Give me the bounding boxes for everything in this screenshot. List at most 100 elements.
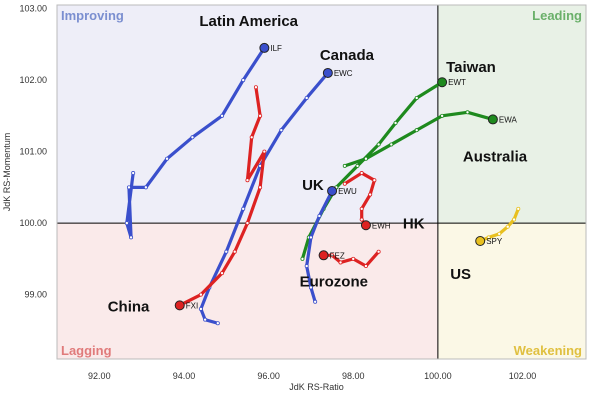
- series-tail-point: [363, 156, 368, 161]
- series-tail-point: [279, 128, 284, 133]
- quadrant-label-weakening: Weakening: [514, 343, 582, 358]
- quadrant-weakening: [437, 223, 586, 359]
- series-name-label: Canada: [320, 47, 375, 64]
- series-name-label: Latin America: [199, 13, 298, 30]
- series-head-point: [259, 42, 270, 53]
- series-tail-point: [497, 231, 502, 236]
- axes-layer: [56, 4, 587, 360]
- series-tail-point: [300, 256, 305, 261]
- x-tick-label: 102.00: [509, 371, 537, 381]
- series-head-point: [327, 185, 338, 196]
- symbol-label: EWT: [448, 78, 466, 87]
- series-tail-point: [224, 249, 229, 254]
- series-tail-point: [363, 264, 368, 269]
- series-tail-point: [131, 171, 136, 176]
- series-ewu: EWU: [304, 185, 357, 304]
- series-head-point: [322, 67, 333, 78]
- series-tail-point: [308, 235, 313, 240]
- series-tail-point: [203, 317, 208, 322]
- series-tail-point: [190, 135, 195, 140]
- quadrant-layer: [57, 5, 586, 359]
- symbol-label: EWH: [372, 221, 391, 230]
- quadrant-lagging: [57, 223, 438, 359]
- series-tail-point: [241, 206, 246, 211]
- series-tail-point: [359, 206, 364, 211]
- series-tail-point: [414, 95, 419, 100]
- series-tail-point: [220, 113, 225, 118]
- series-name-label: Taiwan: [446, 59, 496, 76]
- y-tick-label: 100.00: [19, 218, 47, 228]
- x-axis-title: JdK RS-Ratio: [289, 382, 344, 392]
- series-tail-point: [198, 292, 203, 297]
- plot-border: [56, 4, 587, 360]
- series-tail-point: [376, 142, 381, 147]
- series-tail-point: [368, 192, 373, 197]
- series-line: [199, 71, 330, 325]
- series-name-label: Australia: [463, 148, 528, 165]
- series-head-point: [360, 220, 371, 231]
- series-tail-point: [245, 178, 250, 183]
- series-head-point: [174, 300, 185, 311]
- series-tail-point: [253, 85, 258, 90]
- symbol-label: FEZ: [330, 251, 345, 260]
- series-name-label: China: [108, 298, 150, 315]
- series-fxi: FXI: [174, 85, 267, 311]
- series-tail-point: [317, 213, 322, 218]
- series-tail-point: [342, 181, 347, 186]
- y-tick-label: 103.00: [19, 4, 47, 14]
- series-tail-point: [389, 142, 394, 147]
- quadrant-label-leading: Leading: [532, 8, 582, 23]
- series-layer: ILF EWC FXI EWT EWA EWU EWH FEZ SPY: [124, 42, 521, 326]
- y-tick-label: 102.00: [19, 75, 47, 85]
- series-head-point: [475, 236, 486, 246]
- x-tick-label: 98.00: [342, 371, 365, 381]
- series-tail-point: [241, 78, 246, 83]
- series-tail-point: [486, 235, 491, 240]
- quadrant-improving: [57, 5, 438, 224]
- series-tail-point: [338, 260, 343, 265]
- series-tail-point: [304, 264, 309, 269]
- symbol-label: EWC: [334, 69, 353, 78]
- series-tail-point: [220, 271, 225, 276]
- series-tail-point: [505, 224, 510, 229]
- series-tail-point: [129, 235, 134, 240]
- series-spy: SPY: [475, 206, 521, 246]
- x-tick-label: 96.00: [257, 371, 280, 381]
- series-ilf: ILF: [124, 42, 282, 240]
- series-tail-point: [440, 113, 445, 118]
- series-name-label: UK: [302, 177, 324, 194]
- quadrant-label-lagging: Lagging: [61, 343, 112, 358]
- quadrant-label-improving: Improving: [61, 8, 124, 23]
- series-tail-point: [393, 121, 398, 126]
- y-axis-title: JdK RS-Momentum: [2, 133, 12, 212]
- series-tail-point: [355, 163, 360, 168]
- series-tail-point: [258, 185, 263, 190]
- series-tail-point: [165, 156, 170, 161]
- series-tail-point: [372, 178, 377, 183]
- y-tick-label: 101.00: [19, 147, 47, 157]
- series-line: [125, 46, 266, 240]
- x-tick-label: 92.00: [88, 371, 111, 381]
- series-tail-point: [232, 249, 237, 254]
- symbol-label: SPY: [486, 237, 503, 246]
- series-tail-point: [351, 256, 356, 261]
- symbol-label: FXI: [186, 301, 198, 310]
- series-tail-point: [143, 185, 148, 190]
- series-tail-point: [465, 110, 470, 115]
- series-name-label: US: [450, 266, 471, 283]
- y-tick-label: 99.00: [24, 290, 47, 300]
- series-tail-point: [308, 285, 313, 290]
- series-tail-point: [414, 128, 419, 133]
- series-tail-point: [215, 321, 220, 326]
- x-axis-ticks: 92.00 94.00 96.00 98.00 100.00 102.00: [88, 371, 536, 381]
- series-tail-point: [359, 217, 364, 222]
- series-head-point: [437, 77, 448, 88]
- y-axis-ticks: 99.00 100.00 101.00 102.00 103.00: [19, 4, 47, 300]
- series-tail-point: [262, 149, 267, 154]
- series-name-label: Eurozone: [300, 273, 368, 290]
- symbol-label: ILF: [270, 44, 282, 53]
- symbol-label: EWA: [499, 115, 518, 124]
- series-tail-point: [516, 206, 521, 211]
- series-tail-point: [376, 249, 381, 254]
